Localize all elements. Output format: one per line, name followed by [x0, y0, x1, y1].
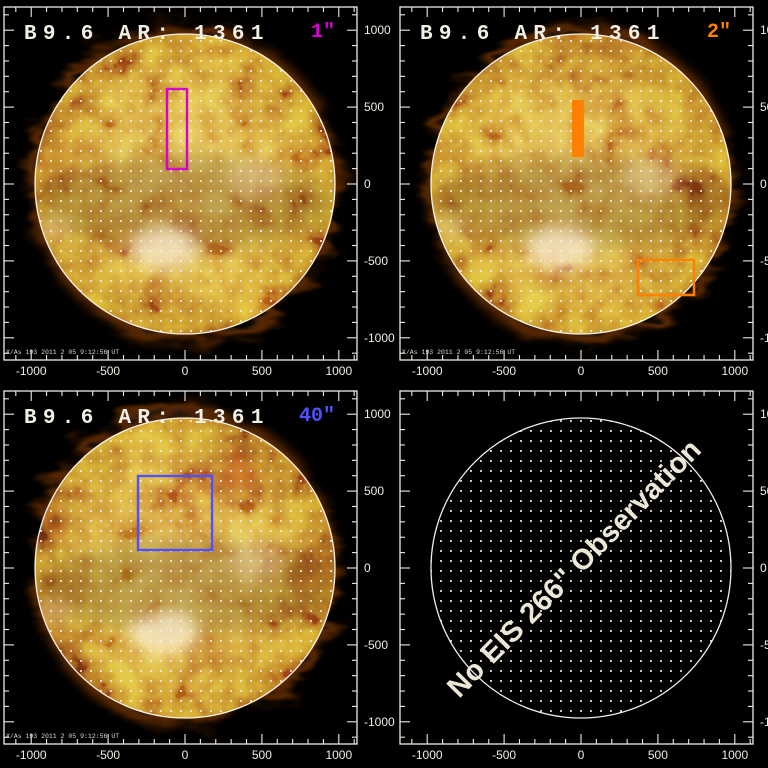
- svg-text:1000: 1000: [325, 364, 352, 378]
- svg-text:B9.6 AR: 1361: B9.6 AR: 1361: [420, 23, 666, 46]
- svg-text:500: 500: [760, 484, 768, 498]
- svg-text:-1000: -1000: [760, 715, 768, 729]
- svg-text:0: 0: [364, 177, 371, 191]
- svg-text:2": 2": [707, 21, 731, 44]
- svg-text:1000: 1000: [760, 23, 768, 37]
- svg-text:40": 40": [299, 405, 335, 428]
- svg-text:500: 500: [648, 364, 668, 378]
- svg-text:500: 500: [364, 100, 384, 114]
- svg-text:-500: -500: [760, 638, 768, 652]
- svg-text:-500: -500: [364, 254, 388, 268]
- svg-text:B9.6 AR: 1361: B9.6 AR: 1361: [24, 23, 270, 46]
- svg-text:X/As 193 2011 2 05 9:12:56: X/As 193 2011 2 05 9:12:56 UT: [6, 349, 119, 356]
- svg-text:-1000: -1000: [16, 364, 47, 378]
- svg-text:-500: -500: [492, 364, 516, 378]
- svg-text:X/As 193 2011 2 05 9:12:56: X/As 193 2011 2 05 9:12:56 UT: [402, 349, 515, 356]
- svg-text:0: 0: [182, 748, 189, 762]
- svg-text:-1000: -1000: [412, 364, 443, 378]
- svg-text:-500: -500: [492, 748, 516, 762]
- svg-text:0: 0: [760, 561, 767, 575]
- svg-text:0: 0: [364, 561, 371, 575]
- svg-text:B9.6 AR: 1361: B9.6 AR: 1361: [24, 407, 270, 430]
- svg-text:-500: -500: [96, 748, 120, 762]
- svg-text:-1000: -1000: [760, 331, 768, 345]
- svg-text:500: 500: [252, 748, 272, 762]
- svg-text:1000: 1000: [760, 407, 768, 421]
- svg-text:1000: 1000: [364, 23, 391, 37]
- svg-text:0: 0: [578, 364, 585, 378]
- svg-text:500: 500: [648, 748, 668, 762]
- svg-text:1000: 1000: [721, 364, 748, 378]
- svg-text:1000: 1000: [364, 407, 391, 421]
- svg-text:0: 0: [182, 364, 189, 378]
- svg-text:-500: -500: [96, 364, 120, 378]
- svg-text:1": 1": [311, 21, 335, 44]
- svg-text:-1000: -1000: [16, 748, 47, 762]
- svg-text:-1000: -1000: [412, 748, 443, 762]
- svg-text:0: 0: [760, 177, 767, 191]
- svg-text:500: 500: [252, 364, 272, 378]
- svg-text:-500: -500: [760, 254, 768, 268]
- svg-text:-1000: -1000: [364, 331, 395, 345]
- svg-text:-500: -500: [364, 638, 388, 652]
- svg-text:1000: 1000: [325, 748, 352, 762]
- svg-text:0: 0: [578, 748, 585, 762]
- svg-text:1000: 1000: [721, 748, 748, 762]
- svg-text:500: 500: [760, 100, 768, 114]
- svg-text:X/As 193 2011 2 05 9:12:56: X/As 193 2011 2 05 9:12:56 UT: [6, 733, 119, 740]
- svg-text:-1000: -1000: [364, 715, 395, 729]
- svg-text:500: 500: [364, 484, 384, 498]
